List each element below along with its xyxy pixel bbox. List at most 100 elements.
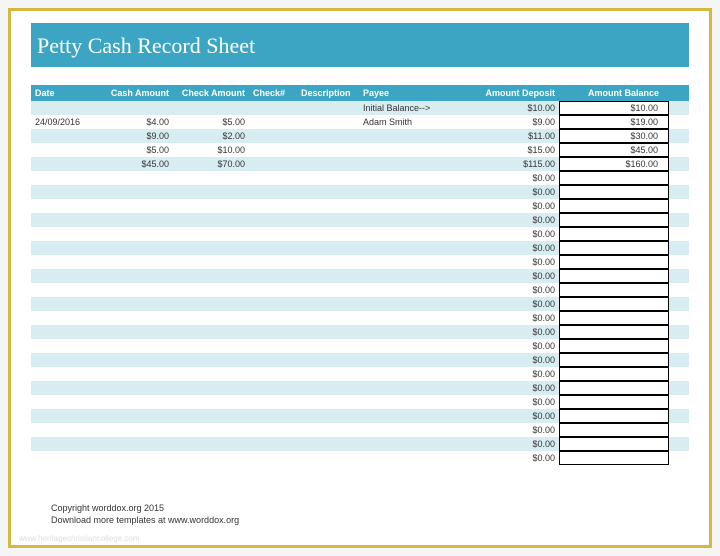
- col-header-balance: Amount Balance: [559, 88, 669, 98]
- cell-balance: [559, 213, 669, 227]
- table-body: Initial Balance-->$10.00$10.0024/09/2016…: [31, 101, 689, 465]
- cell-payee: Adam Smith: [359, 117, 441, 127]
- table-row: $45.00$70.00$115.00$160.00: [31, 157, 689, 171]
- cell-deposit: $0.00: [441, 369, 559, 379]
- cell-balance: [559, 381, 669, 395]
- cell-deposit: $0.00: [441, 355, 559, 365]
- cell-balance: $19.00: [559, 115, 669, 129]
- table-row: $0.00: [31, 325, 689, 339]
- col-header-checknum: Check#: [249, 88, 297, 98]
- cell-deposit: $11.00: [441, 131, 559, 141]
- table-row: $0.00: [31, 423, 689, 437]
- table-row: $0.00: [31, 451, 689, 465]
- cell-deposit: $0.00: [441, 285, 559, 295]
- cell-balance: [559, 395, 669, 409]
- table-row: $0.00: [31, 269, 689, 283]
- table-row: $9.00$2.00 $11.00$30.00: [31, 129, 689, 143]
- cell-balance: [559, 269, 669, 283]
- cell-deposit: $0.00: [441, 327, 559, 337]
- cell-deposit: $0.00: [441, 313, 559, 323]
- cell-deposit: $0.00: [441, 229, 559, 239]
- cell-cash: $9.00: [101, 131, 173, 141]
- table-row: $0.00: [31, 381, 689, 395]
- table-row: $0.00: [31, 199, 689, 213]
- cell-deposit: $0.00: [441, 411, 559, 421]
- table-row: $0.00: [31, 297, 689, 311]
- footer-download: Download more templates at www.worddox.o…: [51, 514, 239, 527]
- cell-deposit: $9.00: [441, 117, 559, 127]
- col-header-payee: Payee: [359, 88, 441, 98]
- cell-balance: $10.00: [559, 101, 669, 115]
- table-row: $0.00: [31, 171, 689, 185]
- table-row: $0.00: [31, 213, 689, 227]
- cell-balance: [559, 437, 669, 451]
- cell-balance: [559, 409, 669, 423]
- cell-check: $2.00: [173, 131, 249, 141]
- cell-balance: [559, 311, 669, 325]
- watermark: www.heritagechristiancollege.com: [19, 534, 140, 543]
- document-frame: Petty Cash Record Sheet Date Cash Amount…: [8, 8, 712, 548]
- cell-balance: [559, 423, 669, 437]
- cell-deposit: $115.00: [441, 159, 559, 169]
- col-header-cash: Cash Amount: [101, 88, 173, 98]
- table-row: $0.00: [31, 241, 689, 255]
- cell-check: $10.00: [173, 145, 249, 155]
- col-header-deposit: Amount Deposit: [441, 88, 559, 98]
- table-header: Date Cash Amount Check Amount Check# Des…: [31, 85, 689, 101]
- cell-deposit: $0.00: [441, 215, 559, 225]
- table-row: $0.00: [31, 283, 689, 297]
- cell-balance: [559, 297, 669, 311]
- table-row: Initial Balance-->$10.00$10.00: [31, 101, 689, 115]
- cell-deposit: $0.00: [441, 173, 559, 183]
- cell-deposit: $0.00: [441, 243, 559, 253]
- cell-balance: [559, 325, 669, 339]
- cell-deposit: $0.00: [441, 257, 559, 267]
- table-row: $0.00: [31, 395, 689, 409]
- table-row: $5.00$10.00 $15.00$45.00: [31, 143, 689, 157]
- table-row: $0.00: [31, 409, 689, 423]
- title-band: Petty Cash Record Sheet: [31, 23, 689, 67]
- col-header-check: Check Amount: [173, 88, 249, 98]
- cell-check: $5.00: [173, 117, 249, 127]
- footer-copyright: Copyright worddox.org 2015: [51, 502, 239, 515]
- cell-balance: $45.00: [559, 143, 669, 157]
- cell-balance: [559, 185, 669, 199]
- cell-balance: [559, 199, 669, 213]
- cell-deposit: $0.00: [441, 299, 559, 309]
- cell-deposit: $10.00: [441, 103, 559, 113]
- cell-cash: $5.00: [101, 145, 173, 155]
- cell-balance: [559, 367, 669, 381]
- cell-balance: [559, 283, 669, 297]
- cell-payee: Initial Balance-->: [359, 103, 441, 113]
- cell-balance: [559, 353, 669, 367]
- cell-date: 24/09/2016: [31, 117, 101, 127]
- table-row: $0.00: [31, 353, 689, 367]
- cell-cash: $4.00: [101, 117, 173, 127]
- cell-deposit: $0.00: [441, 271, 559, 281]
- table-row: $0.00: [31, 367, 689, 381]
- cell-balance: [559, 171, 669, 185]
- cell-check: $70.00: [173, 159, 249, 169]
- cell-balance: [559, 241, 669, 255]
- cell-cash: $45.00: [101, 159, 173, 169]
- cell-balance: [559, 227, 669, 241]
- cell-deposit: $0.00: [441, 439, 559, 449]
- table-row: $0.00: [31, 255, 689, 269]
- cell-deposit: $15.00: [441, 145, 559, 155]
- table-row: $0.00: [31, 185, 689, 199]
- table-row: $0.00: [31, 227, 689, 241]
- cell-deposit: $0.00: [441, 187, 559, 197]
- table-row: 24/09/2016$4.00$5.00 Adam Smith$9.00$19.0…: [31, 115, 689, 129]
- cell-deposit: $0.00: [441, 201, 559, 211]
- cell-deposit: $0.00: [441, 453, 559, 463]
- col-header-desc: Description: [297, 88, 359, 98]
- footer: Copyright worddox.org 2015 Download more…: [51, 502, 239, 527]
- col-header-date: Date: [31, 88, 101, 98]
- table-row: $0.00: [31, 437, 689, 451]
- table-row: $0.00: [31, 311, 689, 325]
- cell-balance: [559, 451, 669, 465]
- cell-deposit: $0.00: [441, 425, 559, 435]
- page-title: Petty Cash Record Sheet: [37, 33, 683, 59]
- cell-balance: [559, 339, 669, 353]
- cell-balance: $30.00: [559, 129, 669, 143]
